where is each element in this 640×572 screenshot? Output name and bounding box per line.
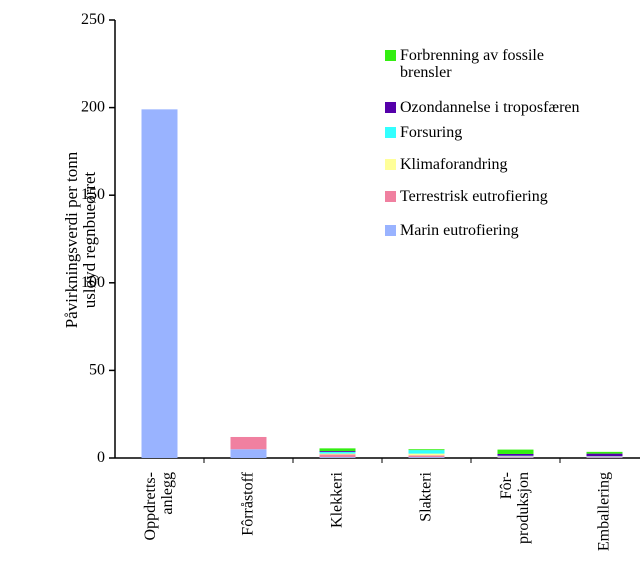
bar-segment bbox=[319, 451, 356, 454]
x-tick-label: Klekkeri bbox=[328, 471, 345, 528]
bar-segment bbox=[141, 109, 178, 459]
bar-segment bbox=[408, 455, 445, 458]
x-tick-label: Emballering bbox=[595, 472, 612, 551]
y-axis-label: Påvirkningsverdi per tonnusløyd regnbueø… bbox=[62, 151, 99, 328]
bar-segment bbox=[408, 449, 445, 451]
legend-label: Ozondannelse i troposfæren bbox=[400, 99, 580, 116]
y-tick-label: 100 bbox=[81, 273, 105, 290]
legend-swatch bbox=[385, 225, 396, 236]
x-tick-label: Fôrråstoff bbox=[239, 471, 256, 535]
y-tick-label: 0 bbox=[97, 449, 105, 466]
bar-segment bbox=[497, 449, 534, 454]
legend-swatch bbox=[385, 159, 396, 170]
bar-segment bbox=[230, 436, 267, 450]
bar-segment bbox=[497, 457, 534, 458]
bar-segment bbox=[319, 450, 356, 452]
y-tick-label: 200 bbox=[81, 98, 105, 115]
bar-segment bbox=[230, 449, 267, 458]
bar-segment bbox=[319, 453, 356, 455]
legend-swatch bbox=[385, 50, 396, 61]
legend-swatch bbox=[385, 127, 396, 138]
y-tick-label: 50 bbox=[89, 361, 105, 378]
bar-segment bbox=[319, 454, 356, 458]
bar-segment bbox=[497, 456, 534, 458]
bar-segment bbox=[497, 455, 534, 457]
legend-label: Marin eutrofiering bbox=[400, 222, 519, 239]
bar-segment bbox=[586, 457, 623, 458]
legend-swatch bbox=[385, 191, 396, 202]
x-tick-label: Fôr-produksjon bbox=[498, 472, 532, 544]
x-tick-label: Slakteri bbox=[417, 471, 434, 521]
bar-segment bbox=[408, 457, 445, 458]
bar-segment bbox=[586, 453, 623, 457]
legend-label: Forsuring bbox=[400, 124, 462, 141]
bar-segment bbox=[319, 448, 356, 451]
bar-segment bbox=[586, 456, 623, 458]
legend-label: Forbrenning av fossile brensler bbox=[400, 47, 544, 81]
y-tick-label: 250 bbox=[81, 11, 105, 28]
legend-swatch bbox=[385, 102, 396, 113]
y-tick-label: 150 bbox=[81, 186, 105, 203]
legend-label: Klimaforandring bbox=[400, 156, 508, 173]
bar-segment bbox=[408, 453, 445, 456]
bar-segment bbox=[408, 450, 445, 454]
legend-label: Terrestrisk eutrofiering bbox=[400, 188, 548, 205]
bar-segment bbox=[586, 451, 623, 454]
bar-segment bbox=[319, 457, 356, 458]
bar-segment bbox=[497, 453, 534, 456]
x-tick-label: Oppdretts-anlegg bbox=[142, 472, 176, 540]
